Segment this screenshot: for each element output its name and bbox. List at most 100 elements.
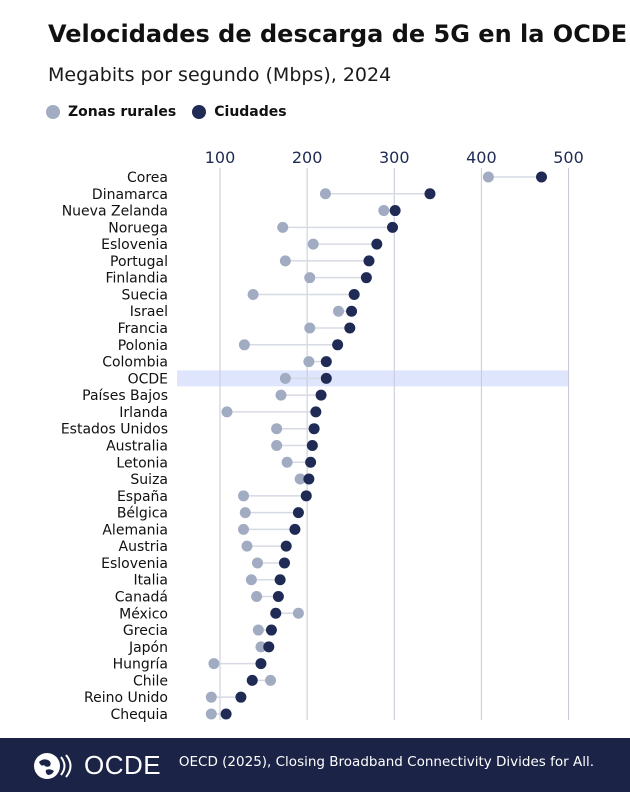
rural-point [255,641,267,653]
city-point [536,171,548,183]
legend: Zonas rurales Ciudades [46,104,303,120]
rural-point [319,188,331,200]
city-point [265,624,277,636]
city-point [344,322,356,334]
category-label: Canadá [115,590,168,606]
legend-item-city: Ciudades [192,104,287,120]
category-label: Letonia [116,455,168,471]
rural-point [239,507,251,519]
category-label: Australia [106,438,168,454]
rural-point [303,356,315,368]
category-label: Dinamarca [92,187,168,203]
category-label: Portugal [110,254,168,270]
rural-point [307,238,319,250]
city-point [360,272,372,284]
rural-point [304,322,316,334]
category-label: Polonia [118,338,168,354]
legend-rural-label: Zonas rurales [68,104,177,120]
city-point [348,288,360,300]
city-point [246,674,258,686]
city-point [371,238,383,250]
rural-point [208,658,220,670]
globe-logo-icon [34,752,72,779]
city-point [308,423,320,435]
footer: OCDE OECD (2025), Closing Broadband Conn… [0,738,630,792]
city-point [263,641,275,653]
rural-point [332,305,344,317]
category-label: Italia [133,573,168,589]
category-label: Eslovenia [101,237,168,253]
rural-point [271,423,283,435]
rural-point [245,574,257,586]
city-point [389,205,401,217]
chart-subtitle: Megabits por segundo (Mbps), 2024 [48,64,392,86]
category-label: Alemania [102,522,168,538]
rural-point [252,624,264,636]
source-note: OECD (2025), Closing Broadband Connectiv… [178,754,594,770]
category-label: Colombia [102,355,168,371]
city-point [424,188,436,200]
rural-point [238,523,250,535]
rural-point [292,607,304,619]
logo-text: OCDE [84,750,162,780]
x-tick-label: 500 [553,148,584,167]
rural-point [205,691,217,703]
category-label: Bélgica [117,506,168,522]
category-label: Chequia [111,707,169,723]
highlight-band [177,370,569,387]
city-point [346,305,358,317]
category-label: Francia [118,321,168,337]
city-point [315,389,327,401]
city-point [272,591,284,602]
x-tick-label: 300 [379,148,410,167]
legend-rural-marker [46,105,60,119]
rural-point [241,540,253,552]
category-label: Japón [128,640,168,656]
category-label: Austria [119,539,168,555]
x-tick-label: 100 [205,148,236,167]
city-point [289,523,301,535]
city-point [274,574,286,586]
chart-title: Velocidades de descarga de 5G en la OCDE [48,20,628,48]
city-point [332,339,344,351]
rural-point [279,255,291,267]
city-point [270,607,282,619]
rural-point [238,490,250,502]
rural-point [238,339,250,351]
city-point [280,540,292,552]
legend-city-label: Ciudades [214,104,287,120]
category-label: Chile [133,673,168,689]
category-label: Israel [130,304,168,320]
city-point [310,406,322,418]
category-label: Suecia [121,287,168,303]
category-label: Corea [127,170,168,186]
city-point [305,456,317,468]
city-point [235,691,247,703]
city-point [292,507,304,519]
category-label: Reino Unido [84,690,168,706]
category-label: Finlandia [106,271,169,287]
rural-point [251,591,263,602]
rural-point [265,674,277,686]
category-label: España [117,489,168,505]
city-point [278,557,290,569]
city-point [320,372,332,384]
city-point [300,490,312,502]
city-point [306,439,318,451]
city-point [320,356,332,368]
rural-point [221,406,233,418]
city-point [220,708,232,720]
rural-point [275,389,287,401]
category-label: Grecia [123,623,168,639]
rural-point [271,439,283,451]
rural-point [279,372,291,384]
category-label: México [119,606,168,622]
city-point [387,221,399,233]
category-label: Países Bajos [82,388,168,404]
city-point [363,255,375,267]
rural-point [304,272,316,284]
category-label: Nueva Zelanda [62,204,168,220]
rural-point [378,205,390,217]
category-label: Irlanda [119,405,168,421]
